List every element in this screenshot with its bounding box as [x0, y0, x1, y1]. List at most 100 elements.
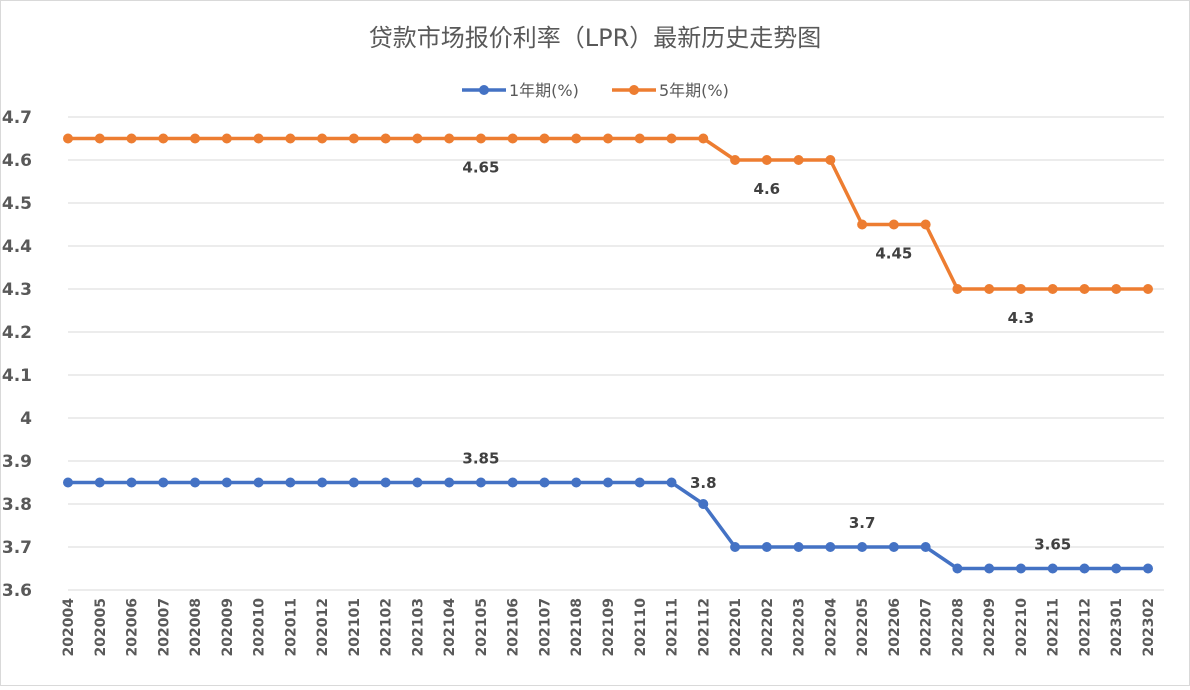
x-tick-label: 202204: [823, 598, 839, 657]
data-point: [126, 477, 137, 488]
data-point: [475, 477, 486, 488]
data-point: [793, 155, 804, 165]
data-point: [190, 477, 201, 488]
data-point: [94, 477, 105, 488]
data-point: [412, 133, 423, 144]
x-tick-label: 202211: [1046, 598, 1062, 656]
data-point: [857, 219, 868, 230]
data-point: [412, 477, 423, 488]
x-tick-label: 202103: [410, 598, 426, 656]
y-tick-label: 4.6: [2, 151, 32, 171]
data-point: [380, 133, 391, 144]
data-label: 4.3: [1008, 309, 1035, 327]
y-tick-label: 3.8: [2, 495, 32, 515]
legend: 1年期(%) 5年期(%): [462, 81, 729, 100]
chart-title: 贷款市场报价利率（LPR）最新历史走势图: [369, 24, 822, 52]
y-tick-label: 3.7: [2, 538, 32, 558]
y-tick-label: 4.4: [2, 237, 32, 257]
data-point: [984, 284, 995, 294]
y-tick-label: 4.5: [2, 194, 32, 214]
data-point: [63, 133, 73, 144]
y-tick-label: 4.7: [2, 108, 32, 128]
x-tick-label: 202206: [887, 598, 903, 656]
data-point: [920, 219, 931, 230]
data-point: [730, 155, 741, 165]
data-point: [507, 477, 518, 488]
data-point: [221, 133, 232, 144]
data-label: 4.6: [754, 180, 781, 198]
data-label: 4.45: [875, 245, 912, 263]
data-label: 3.7: [849, 514, 876, 532]
data-point: [1047, 563, 1058, 574]
data-point: [1143, 284, 1153, 294]
data-point: [380, 477, 391, 488]
data-point: [1111, 563, 1122, 574]
x-tick-label: 202005: [93, 598, 109, 656]
data-point: [1079, 563, 1090, 574]
data-label: 3.85: [462, 450, 499, 468]
legend-label: 5年期(%): [659, 81, 729, 100]
series-group: [63, 133, 1153, 574]
legend-marker: [479, 85, 489, 95]
data-point: [761, 155, 772, 165]
series-1y: [63, 477, 1153, 574]
data-point: [857, 542, 868, 552]
data-point: [825, 155, 836, 165]
data-label: 4.65: [462, 159, 499, 177]
data-point: [348, 133, 359, 144]
data-point: [94, 133, 105, 144]
data-point: [634, 477, 645, 488]
x-tick-label: 202203: [792, 598, 808, 656]
data-point: [158, 477, 169, 488]
data-point: [984, 563, 995, 574]
y-tick-label: 3.9: [2, 452, 32, 472]
y-tick-label: 4.3: [2, 280, 32, 300]
x-tick-label: 202209: [982, 598, 998, 656]
data-point: [888, 542, 899, 552]
data-point: [634, 133, 645, 144]
x-tick-label: 202101: [347, 598, 363, 656]
data-point: [253, 477, 264, 488]
x-tick-label: 202301: [1109, 598, 1125, 656]
data-point: [317, 133, 328, 144]
x-tick-label: 202111: [665, 598, 681, 656]
data-point: [1015, 284, 1026, 294]
x-tick-label: 202210: [1014, 598, 1030, 657]
x-axis: 202004 202005 202006 202007 202008 202009 2020…: [61, 598, 1157, 657]
y-tick-label: 4.1: [2, 366, 32, 386]
data-point: [507, 133, 518, 144]
x-tick-label: 202008: [188, 598, 204, 656]
x-tick-label: 202006: [125, 598, 141, 656]
data-label: 3.8: [690, 474, 717, 492]
x-tick-label: 202208: [950, 598, 966, 656]
x-tick-label: 202007: [156, 598, 172, 656]
data-point: [666, 477, 677, 488]
data-point: [888, 219, 899, 230]
data-point: [571, 133, 582, 144]
x-tick-label: 202212: [1077, 598, 1093, 656]
data-point: [603, 477, 613, 488]
data-point: [920, 542, 931, 552]
data-point: [158, 133, 169, 144]
data-point: [571, 477, 582, 488]
data-point: [317, 477, 328, 488]
data-point: [126, 133, 137, 144]
data-point: [221, 477, 232, 488]
data-point: [952, 563, 963, 574]
x-tick-label: 202104: [442, 598, 458, 657]
data-point: [666, 133, 677, 144]
data-point: [1079, 284, 1090, 294]
data-point: [1015, 563, 1026, 574]
data-point: [285, 477, 296, 488]
data-point: [952, 284, 963, 294]
legend-item-1y: 1年期(%): [462, 81, 579, 100]
data-point: [1111, 284, 1122, 294]
data-point: [444, 477, 455, 488]
data-point: [539, 133, 550, 144]
x-tick-label: 202207: [919, 598, 935, 656]
x-tick-label: 202201: [728, 598, 744, 656]
data-point: [253, 133, 264, 144]
data-point: [698, 499, 709, 509]
y-axis: 4.7 4.6 4.5 4.4 4.3 4.2 4.1 4 3.9 3.8 3.7 3.6: [2, 108, 32, 601]
